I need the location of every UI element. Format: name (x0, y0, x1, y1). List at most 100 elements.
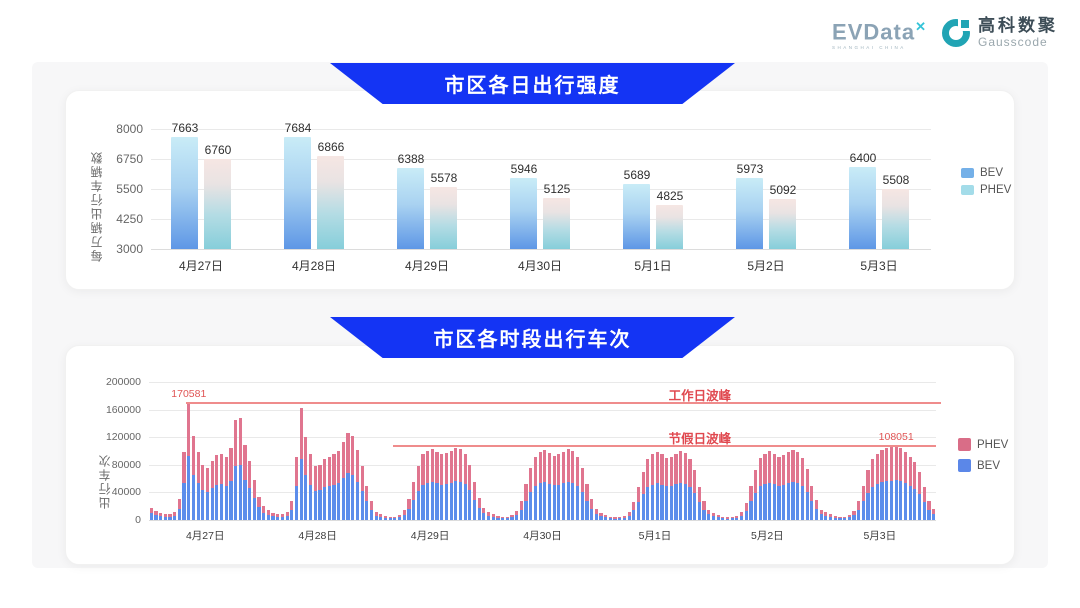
bev-segment (393, 518, 397, 520)
phev-segment (697, 486, 701, 503)
phev-segment (355, 450, 359, 483)
stacked-hour-bar (679, 451, 683, 520)
bev-segment (866, 493, 870, 520)
gridline: 4250 (116, 212, 931, 226)
stacked-hour-bar (187, 402, 191, 520)
phev-segment (243, 445, 247, 480)
bar-value-label: 6866 (317, 140, 345, 155)
phev-segment (463, 453, 467, 485)
stacked-hour-bar (191, 435, 196, 520)
stacked-hour-bar (866, 470, 870, 520)
phev-segment (857, 501, 861, 510)
stacked-hour-bar (280, 514, 285, 520)
legend-item-bev[interactable]: BEV (958, 459, 1008, 472)
y-tick-label: 80000 (111, 458, 141, 471)
phev-segment (210, 460, 214, 488)
phev-segment (566, 448, 570, 482)
phev-segment (388, 516, 392, 519)
stacked-hour-bar (529, 468, 533, 520)
phev-segment (177, 499, 181, 509)
bev-segment (163, 517, 167, 520)
bev-segment (819, 514, 823, 520)
chart2-plot-area: 200000 160000 120000 80000 40000 0 4月27日 4月28日 4… (106, 376, 941, 542)
y-tick-label: 5500 (116, 182, 143, 196)
bev-segment (679, 482, 683, 520)
bar-value-label: 5125 (543, 182, 571, 196)
bev-segment (763, 484, 767, 520)
legend-item-phev[interactable]: PHEV (958, 438, 1008, 451)
legend-item-bev[interactable]: BEV (961, 167, 1011, 179)
bev-segment (374, 515, 378, 520)
y-tick-label: 160000 (105, 403, 141, 416)
stacked-hour-bar (252, 479, 256, 520)
phev-segment (768, 451, 772, 483)
stacked-hour-bar (613, 517, 617, 520)
stacked-hour-bar (861, 485, 865, 521)
peak-reference-line (185, 402, 941, 404)
phev-segment (716, 515, 720, 518)
x-axis-date-label: 4月27日 (178, 259, 224, 273)
chart1-plot-area: 3000 4250 5500 6750 8000 7663 6760 4月27日 7684 686… (116, 121, 931, 273)
bev-segment (482, 513, 486, 520)
stacked-hour-bar (515, 511, 519, 520)
phev-segment (149, 507, 153, 514)
stacked-hour-bar (318, 464, 322, 520)
evdata-logo-caption: SHANGHAI CHINA (832, 45, 906, 51)
bev-segment (917, 493, 922, 520)
bev-segment (421, 484, 425, 520)
bev-segment (641, 493, 645, 520)
stacked-hour-bar (463, 453, 467, 520)
bev-bar (397, 167, 424, 249)
bev-bar (623, 184, 650, 249)
stacked-hour-bar (838, 516, 842, 520)
stacked-hour-bar (243, 445, 247, 520)
phev-segment (590, 499, 594, 509)
y-tick-label: 0 (135, 514, 141, 526)
stacked-hour-bar (552, 455, 556, 520)
stacked-hour-bar (711, 513, 716, 520)
bev-segment (402, 514, 406, 520)
bev-segment (210, 487, 214, 520)
stacked-hour-bar (768, 451, 772, 520)
stacked-hour-bar (796, 451, 800, 520)
bev-segment (168, 517, 172, 520)
stacked-hour-bar (412, 482, 416, 520)
phev-bar (204, 158, 231, 249)
gausscode-en-text: Gausscode (978, 35, 1048, 50)
bev-segment (927, 509, 931, 520)
bev-segment (486, 515, 491, 520)
phev-segment (861, 485, 865, 502)
bev-segment (805, 492, 809, 520)
stacked-hour-bar (561, 451, 566, 520)
phev-segment (435, 452, 439, 484)
stacked-hour-bar (416, 466, 420, 520)
phev-segment (285, 511, 289, 516)
legend-item-phev[interactable]: PHEV (961, 184, 1011, 196)
phev-segment (618, 516, 622, 519)
stacked-hour-bar (800, 457, 805, 520)
stacked-hour-bar (154, 511, 158, 520)
phev-segment (571, 451, 575, 483)
phev-segment (486, 512, 491, 516)
gausscode-cn-text: 高科数聚 (978, 16, 1058, 36)
stacked-hour-bar (444, 453, 448, 520)
stacked-hour-bar (341, 442, 345, 520)
stacked-hour-bar (196, 451, 200, 520)
bev-segment (224, 486, 228, 520)
bev-segment (365, 501, 369, 520)
stacked-hour-bar (660, 454, 664, 520)
stacked-hour-bar (819, 509, 823, 520)
phev-segment (533, 456, 538, 486)
bev-segment (688, 487, 692, 520)
bev-segment (191, 474, 196, 520)
bar-value-label: 7684 (284, 120, 312, 135)
stacked-hour-bar (355, 450, 359, 520)
y-tick-label: 6750 (116, 152, 143, 166)
phev-segment (683, 453, 687, 484)
stacked-hour-bar (608, 516, 612, 520)
bev-segment (308, 484, 313, 520)
stacked-hour-bar (234, 419, 238, 520)
phev-segment (365, 485, 369, 502)
bev-segment (627, 515, 631, 520)
phev-segment (824, 512, 828, 516)
